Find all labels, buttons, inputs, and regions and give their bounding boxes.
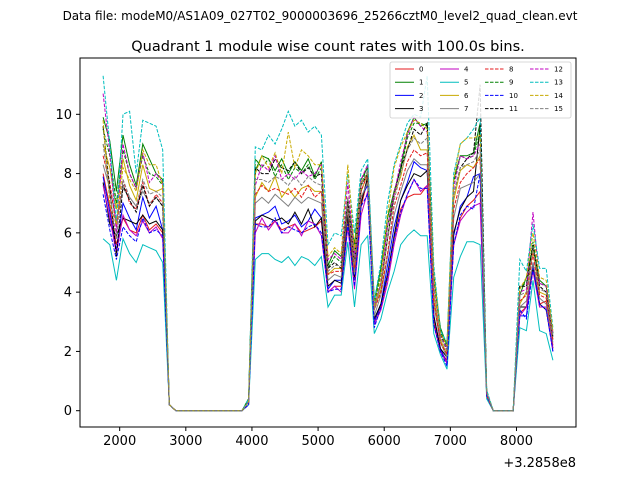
legend-box	[389, 61, 572, 119]
y-tick-label: 4	[64, 286, 72, 301]
legend-label-1: 1	[419, 79, 423, 87]
x-tick-label: 5000	[302, 434, 335, 449]
figure-suptitle: Data file: modeM0/AS1A09_027T02_90000036…	[63, 9, 578, 23]
y-tick-label: 10	[55, 108, 72, 123]
legend-label-3: 3	[419, 105, 423, 113]
legend-label-10: 10	[509, 92, 518, 100]
legend-label-4: 4	[464, 66, 469, 74]
series-line-14	[102, 119, 554, 412]
x-offset-label: +3.2858e8	[503, 456, 576, 471]
x-tick-label: 7000	[434, 434, 467, 449]
y-tick-label: 0	[64, 404, 72, 419]
plot-lines	[102, 75, 554, 412]
x-tick-label: 4000	[235, 434, 268, 449]
legend-label-14: 14	[554, 92, 563, 100]
legend-label-11: 11	[509, 105, 518, 113]
legend-label-2: 2	[419, 92, 423, 100]
legend-label-9: 9	[509, 79, 513, 87]
legend-label-6: 6	[464, 92, 469, 100]
y-tick-label: 8	[64, 167, 72, 182]
legend-label-0: 0	[419, 66, 423, 74]
series-line-15	[102, 136, 554, 412]
legend-label-15: 15	[554, 105, 563, 113]
legend-label-13: 13	[554, 79, 563, 87]
y-tick-label: 2	[64, 345, 72, 360]
y-tick-label: 6	[64, 226, 72, 241]
x-tick-label: 8000	[500, 434, 533, 449]
x-tick-label: 3000	[169, 434, 202, 449]
axes-frame	[79, 57, 577, 428]
x-tick-label: 6000	[368, 434, 401, 449]
chart-title: Quadrant 1 module wise count rates with …	[131, 39, 525, 55]
x-tick-label: 2000	[103, 434, 136, 449]
legend-label-5: 5	[464, 79, 468, 87]
legend-label-7: 7	[464, 105, 468, 113]
legend-label-12: 12	[554, 66, 563, 74]
legend-label-8: 8	[509, 66, 513, 74]
